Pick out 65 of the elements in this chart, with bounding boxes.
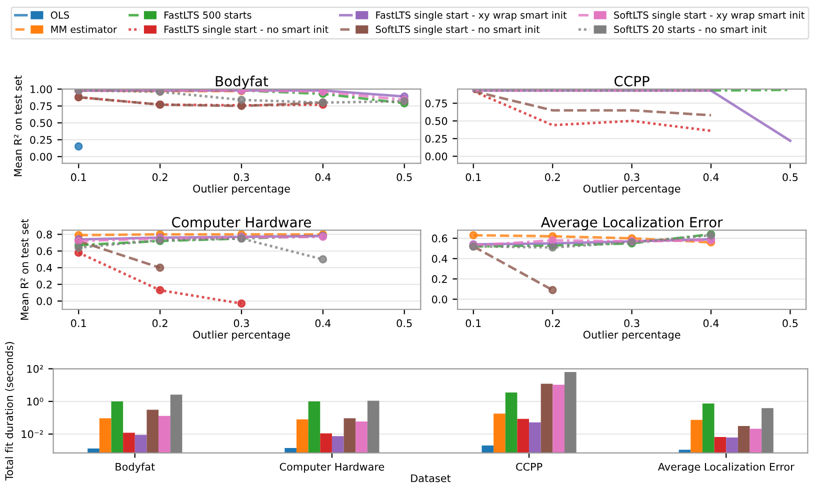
legend-label: FastLTS single start - no smart init	[164, 25, 328, 35]
x-tick-label: 0.3	[624, 173, 640, 182]
x-tick-label: 0.5	[782, 319, 798, 328]
x-tick-label: 0.2	[545, 173, 560, 182]
y-axis-title: Mean R² on test set	[20, 219, 28, 320]
x-tick-label: 0.3	[624, 319, 640, 328]
x-axis-title: Outlier percentage	[193, 184, 290, 195]
x-tick-label: 0.1	[466, 319, 481, 328]
x-tick-label: 0.4	[315, 173, 331, 182]
x-tick-label: Bodyfat	[116, 462, 155, 473]
chart-title: Computer Hardware	[172, 216, 312, 230]
x-axis-title: Outlier percentage	[583, 184, 680, 195]
y-tick-label: 10²	[27, 365, 43, 373]
legend-label: FastLTS 500 starts	[164, 11, 252, 19]
legend-label: SoftLTS single start - xy wrap smart init	[614, 11, 804, 21]
x-tick-label: 0.2	[152, 319, 168, 328]
y-tick-label: 1.00	[30, 85, 52, 94]
y-tick-label: 0.25	[30, 136, 52, 144]
y-tick-label: 0.50	[425, 117, 448, 126]
y-axis-title: Mean R² on test set	[14, 76, 22, 176]
y-tick-label: 10⁰	[27, 398, 44, 406]
y-tick-label: 0.25	[425, 134, 447, 143]
y-tick-label: 0.75	[425, 99, 447, 108]
y-axis-title: Total fit duration (seconds)	[5, 342, 14, 481]
y-tick-label: 0.0	[36, 297, 52, 306]
y-tick-label: 0.00	[425, 152, 448, 160]
x-tick-label: 0.5	[396, 173, 412, 182]
y-tick-label: 0.4	[36, 264, 52, 272]
x-tick-label: CCPP	[516, 462, 542, 471]
y-tick-label: 0.2	[432, 275, 447, 284]
y-tick-label: 0.6	[36, 247, 52, 256]
y-tick-label: 0.0	[432, 295, 448, 304]
y-tick-label: 0.2	[36, 280, 52, 288]
legend-label: MM estimator	[51, 25, 117, 34]
x-tick-label: Average Localization Error	[658, 462, 794, 473]
y-tick-label: 10⁻²	[22, 430, 43, 438]
x-tick-label: 0.5	[782, 173, 798, 182]
x-tick-label: 0.1	[71, 173, 86, 182]
legend-label: OLS	[50, 11, 70, 19]
y-tick-label: 0.75	[30, 102, 52, 110]
legend-label: SoftLTS 20 starts - no smart init	[614, 25, 767, 34]
x-axis-title: Dataset	[411, 474, 451, 482]
x-tick-label: 0.3	[234, 319, 249, 328]
x-axis-title: Outlier percentage	[193, 330, 290, 341]
chart-title: CCPP	[614, 76, 650, 86]
x-tick-label: 0.4	[703, 173, 719, 182]
x-tick-label: 0.5	[396, 319, 412, 328]
y-tick-label: 0.4	[432, 254, 448, 263]
chart-title: Average Localization Error	[540, 216, 723, 230]
y-tick-label: 0.00	[30, 152, 52, 161]
legend-label: FastLTS single start - xy wrap smart init	[376, 11, 567, 21]
x-tick-label: 0.4	[703, 319, 719, 328]
x-tick-label: 0.2	[545, 319, 560, 328]
chart-title: Bodyfat	[216, 76, 268, 90]
x-tick-label: 0.3	[234, 173, 249, 182]
y-tick-label: 0.50	[30, 119, 52, 127]
legend-label: SoftLTS single start - no smart init	[376, 25, 540, 35]
x-axis-title: Outlier percentage	[583, 330, 680, 341]
x-tick-label: 0.1	[71, 319, 86, 328]
y-tick-label: 0.8	[36, 230, 52, 238]
y-tick-label: 0.6	[432, 234, 448, 242]
x-tick-label: 0.2	[152, 173, 168, 182]
x-tick-label: 0.4	[315, 319, 331, 328]
x-tick-label: Computer Hardware	[280, 462, 384, 473]
x-tick-label: 0.1	[466, 173, 481, 182]
